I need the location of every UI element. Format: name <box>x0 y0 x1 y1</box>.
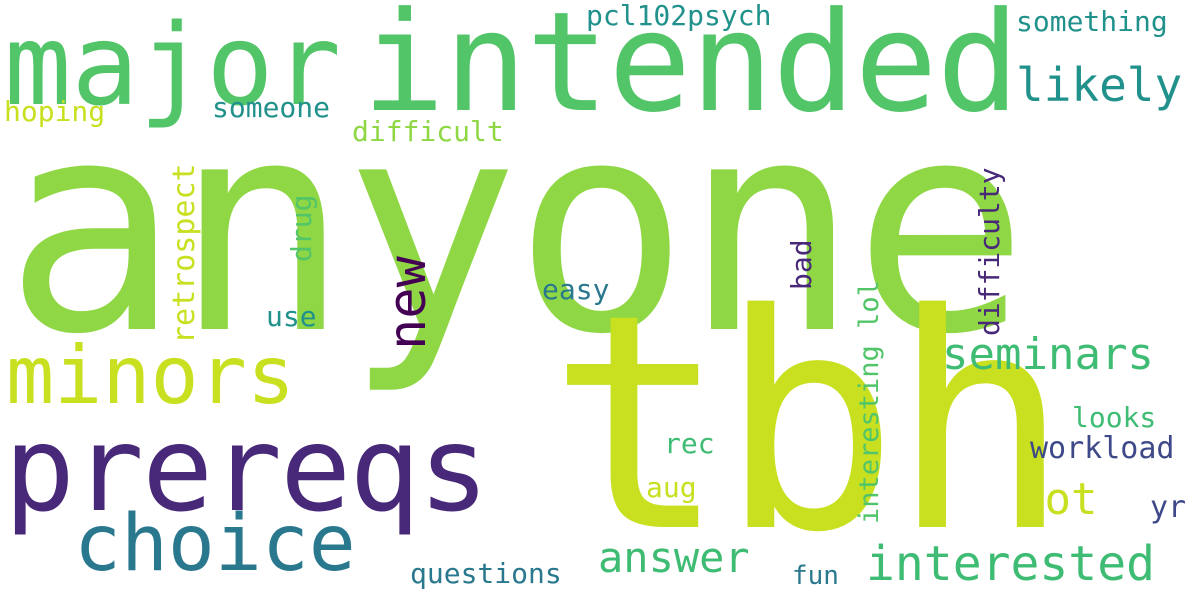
word-new: new <box>378 256 438 350</box>
word-yr: yr <box>1150 490 1187 525</box>
word-use: use <box>266 300 317 333</box>
word-easy: easy <box>542 273 610 306</box>
word-aug: aug <box>646 471 697 504</box>
word-major: major <box>4 1 342 131</box>
word-drug: drug <box>285 194 318 262</box>
word-lot: lot <box>1018 474 1098 525</box>
word-looks: looks <box>1072 401 1157 434</box>
word-interested: interested <box>866 536 1155 592</box>
word-interesting-lol: interesting lol <box>854 280 885 524</box>
word-seminars: seminars <box>942 329 1154 380</box>
word-likely: likely <box>1016 58 1183 112</box>
word-someone: someone <box>212 91 331 124</box>
word-questions: questions <box>410 557 562 590</box>
word-prereqs: prereqs <box>4 400 489 538</box>
word-choice: choice <box>74 499 356 589</box>
word-anyone: anyone <box>4 58 1029 398</box>
word-difficult: difficult <box>352 115 504 148</box>
word-rec: rec <box>664 427 715 460</box>
word-pcl102psych: pcl102psych <box>586 0 772 32</box>
word-tbh: tbh <box>548 251 1070 598</box>
word-minors: minors <box>6 329 295 422</box>
word-difficulty: difficulty <box>973 167 1006 336</box>
word-retrospect: retrospect <box>167 163 202 344</box>
word-something: something <box>1016 5 1168 38</box>
word-bad: bad <box>785 239 818 290</box>
word-intended: intended <box>362 0 1020 143</box>
word-answer: answer <box>598 533 750 582</box>
word-fun: fun <box>792 561 839 591</box>
word-workload: workload <box>1030 431 1175 466</box>
word-hoping: hoping <box>4 95 106 128</box>
